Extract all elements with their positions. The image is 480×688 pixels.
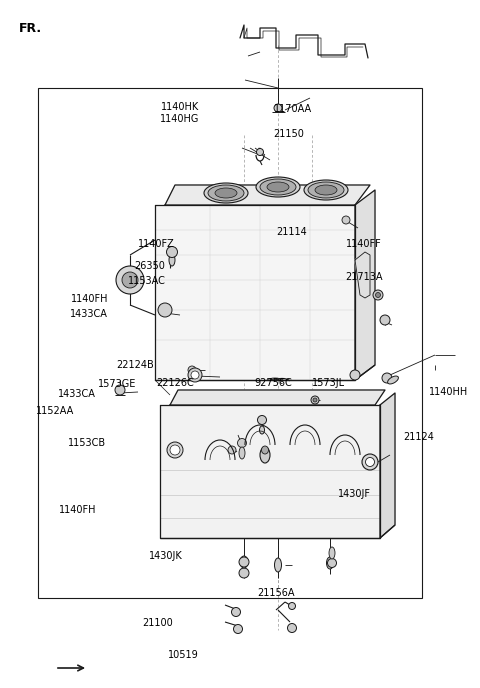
Circle shape [238,438,247,447]
Ellipse shape [326,557,334,569]
Ellipse shape [256,177,300,197]
Text: 1140HH: 1140HH [429,387,468,397]
Circle shape [256,149,264,155]
Ellipse shape [304,180,348,200]
Ellipse shape [308,182,344,198]
Circle shape [188,368,202,382]
Text: 21124: 21124 [403,432,434,442]
Text: 1573GE: 1573GE [98,379,137,389]
Text: 1433CA: 1433CA [70,309,108,319]
Circle shape [233,625,242,634]
Ellipse shape [239,447,245,459]
Circle shape [122,272,138,288]
Text: 1140FZ: 1140FZ [138,239,175,249]
Text: 1573JL: 1573JL [312,378,345,387]
Circle shape [188,366,196,374]
Text: 21713A: 21713A [346,272,383,282]
Circle shape [362,454,378,470]
Text: 21114: 21114 [276,227,307,237]
Circle shape [373,290,383,300]
Circle shape [342,216,350,224]
Circle shape [158,303,172,317]
Circle shape [116,266,144,294]
Circle shape [311,396,319,404]
Text: 1170AA: 1170AA [274,104,312,114]
Ellipse shape [204,183,248,203]
Circle shape [228,446,236,454]
Ellipse shape [240,556,248,568]
Circle shape [382,373,392,383]
Circle shape [191,371,199,379]
Circle shape [365,458,374,466]
Circle shape [327,559,336,568]
Circle shape [115,385,125,395]
Ellipse shape [262,446,268,454]
Text: FR.: FR. [19,23,42,35]
Circle shape [350,370,360,380]
Polygon shape [170,390,385,405]
Ellipse shape [208,185,244,201]
Text: 1140FH: 1140FH [71,294,108,303]
Text: 22126C: 22126C [156,378,194,387]
Circle shape [239,557,249,567]
Text: 1430JF: 1430JF [338,489,372,499]
Text: 22124B: 22124B [116,360,154,369]
Circle shape [380,315,390,325]
Circle shape [167,442,183,458]
Text: 1433CA: 1433CA [58,389,96,398]
Polygon shape [155,205,355,380]
Polygon shape [160,405,380,538]
Circle shape [313,398,317,402]
Circle shape [288,623,297,632]
Ellipse shape [260,447,270,463]
Circle shape [257,416,266,424]
Circle shape [239,568,249,578]
Text: 1430JK: 1430JK [149,551,182,561]
Polygon shape [355,190,375,380]
Ellipse shape [169,254,175,266]
Ellipse shape [387,376,398,384]
Polygon shape [355,252,370,298]
Text: 1153AC: 1153AC [128,276,166,286]
Polygon shape [165,185,370,205]
Ellipse shape [215,188,237,198]
Text: 1140HG: 1140HG [160,114,199,124]
Ellipse shape [260,426,264,434]
Text: 1153CB: 1153CB [68,438,106,448]
Circle shape [167,246,178,257]
Bar [38,88,422,598]
Text: 21156A: 21156A [257,588,294,598]
Circle shape [231,608,240,616]
Text: 21100: 21100 [142,618,173,627]
Text: 92756C: 92756C [254,378,292,387]
Ellipse shape [275,558,281,572]
Text: 10519: 10519 [168,650,199,660]
Text: 1140HK: 1140HK [161,102,199,111]
Ellipse shape [329,547,335,559]
Circle shape [161,306,169,314]
Text: 1140FH: 1140FH [59,506,96,515]
Text: 1140FF: 1140FF [346,239,381,249]
Circle shape [170,445,180,455]
Circle shape [288,603,296,610]
Polygon shape [380,393,395,538]
Ellipse shape [267,182,289,192]
Text: 1152AA: 1152AA [36,406,74,416]
Text: 21150: 21150 [274,129,304,139]
Circle shape [274,104,282,112]
Text: 26350: 26350 [135,261,166,270]
Circle shape [375,292,381,297]
Ellipse shape [315,185,337,195]
Ellipse shape [260,179,296,195]
